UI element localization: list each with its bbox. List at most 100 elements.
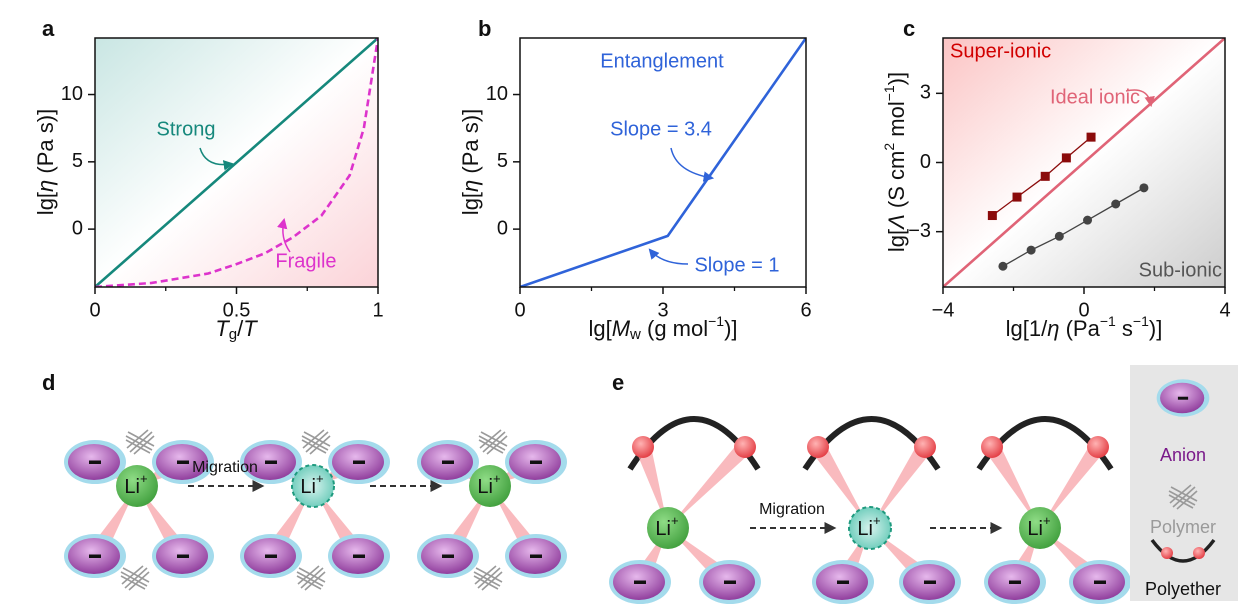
anion xyxy=(240,534,302,578)
anion xyxy=(812,560,874,604)
polymer xyxy=(125,429,155,455)
legend-polyether-ball xyxy=(1193,547,1205,559)
y-tick-label: 10 xyxy=(61,83,83,105)
label-part: (Pa s)] xyxy=(33,109,58,180)
label-part: η xyxy=(33,180,58,192)
legend-polyether-ball xyxy=(1161,547,1173,559)
li-ion xyxy=(1019,507,1061,549)
li-ion-label: Li+ xyxy=(300,471,323,498)
label-part: )] xyxy=(1149,316,1162,341)
data-point xyxy=(1026,245,1036,255)
x-tick-label: 0 xyxy=(514,299,525,321)
li-ion-label: Li+ xyxy=(477,471,500,498)
ether-oxygen xyxy=(734,436,756,458)
ion-symbol: Li xyxy=(655,518,671,540)
li-ion-transition xyxy=(291,464,335,508)
migration-label: Migration xyxy=(759,501,825,518)
label-part: lg[ xyxy=(33,192,58,215)
migration-label: Migration xyxy=(192,459,258,476)
label-part: s xyxy=(1116,316,1133,341)
polymer xyxy=(296,565,326,591)
ion-charge: + xyxy=(671,513,679,528)
anion xyxy=(417,534,479,578)
li-ion xyxy=(116,465,158,507)
y-tick-label: 0 xyxy=(497,217,508,239)
label-part: lg[1/ xyxy=(1006,316,1048,341)
label-part: )] xyxy=(724,316,737,341)
ion-symbol: Li xyxy=(1027,518,1043,540)
panel-label: e xyxy=(612,370,624,395)
annotation: Slope = 3.4 xyxy=(610,118,712,140)
label-part: lg[ xyxy=(588,316,611,341)
ion-charge: + xyxy=(316,471,324,486)
annotation-arrow xyxy=(277,217,291,253)
label-part: 2 xyxy=(881,143,897,151)
ion-symbol: Li xyxy=(300,476,316,498)
anion xyxy=(328,440,390,484)
coordination-cone xyxy=(668,441,751,528)
series-line xyxy=(943,38,1225,287)
li-ion-label: Li+ xyxy=(1027,513,1050,540)
data-point xyxy=(1054,231,1064,241)
li-ion xyxy=(647,507,689,549)
label-part: lg[ xyxy=(458,192,483,215)
x-tick-label: 6 xyxy=(800,299,811,321)
annotation: Sub-ionic xyxy=(1139,259,1222,281)
data-point xyxy=(1012,192,1022,202)
label-part: T xyxy=(243,316,258,341)
coordination-cone xyxy=(1040,442,1105,528)
li-ion-label: Li+ xyxy=(124,471,147,498)
anion xyxy=(899,560,961,604)
label-part: (g mol xyxy=(641,316,708,341)
anion xyxy=(505,440,567,484)
label-part: T xyxy=(215,316,230,341)
label-part: (S cm xyxy=(884,151,909,215)
label-part: g xyxy=(229,326,237,343)
ion-charge: + xyxy=(1043,513,1051,528)
li-ion xyxy=(469,465,511,507)
y-axis-label: lg[η (Pa s)] xyxy=(33,109,58,215)
annotation: Entanglement xyxy=(600,50,724,72)
y-tick-label: 5 xyxy=(497,150,508,172)
series-line xyxy=(95,38,378,287)
coordination-cone xyxy=(635,444,668,528)
x-axis-label: Tg/T xyxy=(215,316,258,343)
li-ion-label: Li+ xyxy=(857,513,880,540)
ion-symbol: Li xyxy=(477,476,493,498)
coordination-cone xyxy=(811,442,870,528)
series-label: Fragile xyxy=(275,250,336,272)
polymer xyxy=(301,429,331,455)
panel-label: d xyxy=(42,370,55,395)
polymer xyxy=(473,565,503,591)
label-part: )] xyxy=(884,72,909,85)
label-part: −1 xyxy=(1133,313,1149,329)
anion xyxy=(505,534,567,578)
polymer xyxy=(478,429,508,455)
li-ion-transition xyxy=(848,506,892,550)
x-tick-label: 3 xyxy=(657,299,668,321)
ion-symbol: Li xyxy=(124,476,140,498)
ether-oxygen xyxy=(1087,436,1109,458)
ether-oxygen xyxy=(914,436,936,458)
x-tick-label: 1 xyxy=(372,299,383,321)
anion xyxy=(609,560,671,604)
x-tick-label: −4 xyxy=(932,299,955,321)
anion xyxy=(417,440,479,484)
data-point xyxy=(1040,171,1050,181)
y-axis-label: lg[η (Pa s)] xyxy=(458,109,483,215)
data-point xyxy=(1139,183,1149,193)
ether-oxygen xyxy=(632,436,654,458)
polymer xyxy=(120,565,150,591)
label-part: mol xyxy=(884,101,909,143)
series-label: Ideal ionic xyxy=(1050,86,1140,108)
plot-area xyxy=(520,38,806,287)
data-point xyxy=(1083,215,1093,225)
anion xyxy=(152,534,214,578)
label-part: η xyxy=(1047,316,1059,341)
x-tick-label: 4 xyxy=(1219,299,1230,321)
chart: 0 3 6 0 5 10 Entanglement Slope = 3.4 Slope = 1 xyxy=(486,37,812,321)
anion xyxy=(984,560,1046,604)
fit-line xyxy=(1002,187,1145,267)
